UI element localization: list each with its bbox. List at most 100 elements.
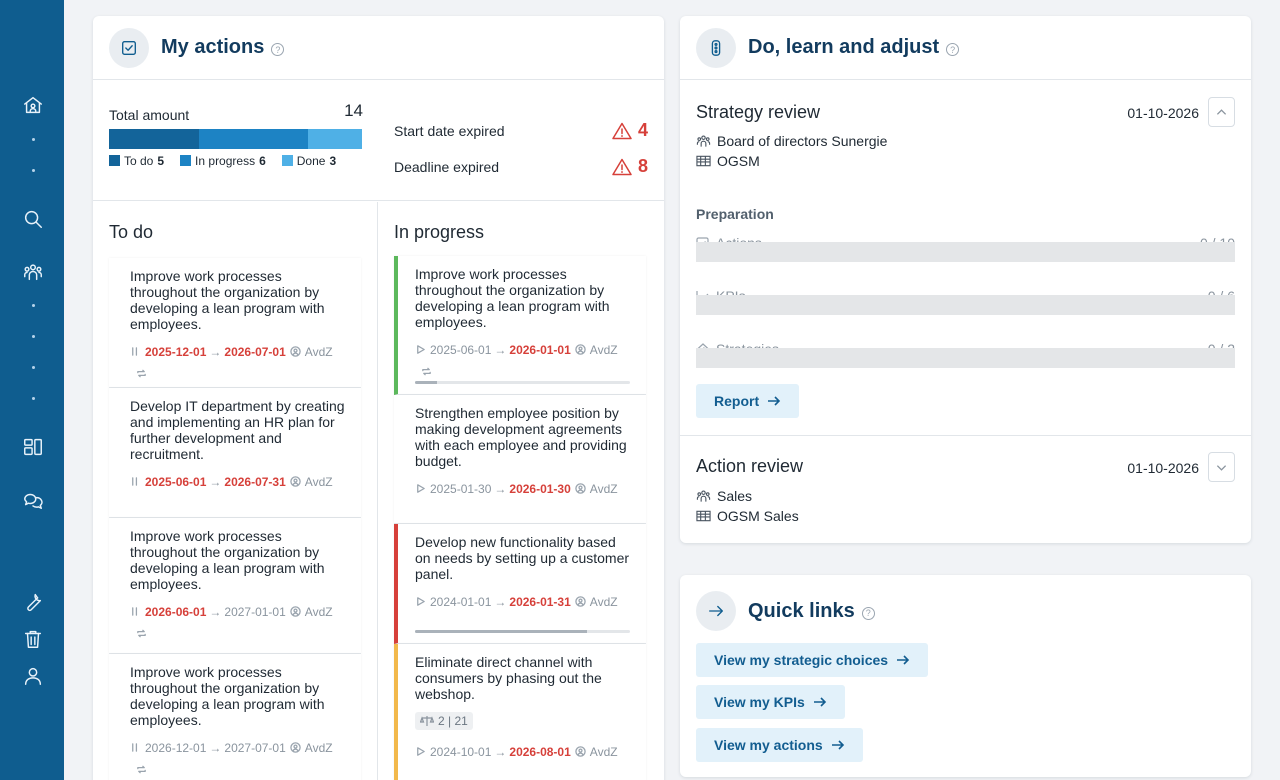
arrow-right-icon: → <box>494 343 507 357</box>
help-icon[interactable]: ? <box>946 43 960 56</box>
task-owner: AvdZ <box>304 605 333 619</box>
scale-icon <box>420 716 434 726</box>
actions-summary: Total amount 14 To do 5 In progress 6 Done 3 … <box>93 80 664 201</box>
deadline-expired-count: 8 <box>637 156 648 176</box>
do-learn-adjust-card: Do, learn and adjust ? Strategy review 0… <box>680 16 1251 543</box>
link-label: View my actions <box>714 737 823 753</box>
task-owner: AvdZ <box>589 482 618 496</box>
total-value: 14 <box>344 101 363 120</box>
action-review-team: Sales <box>696 488 752 504</box>
task-end-date: 2026-07-01 <box>224 345 286 359</box>
quick-links-card: Quick links ? View my strategic choices … <box>680 575 1251 777</box>
status-legend: To do 5 In progress 6 Done 3 <box>109 154 336 168</box>
arrow-right-icon: → <box>494 482 507 496</box>
report-button-label: Report <box>714 393 760 409</box>
deadline-expired-label: Deadline expired <box>394 158 500 175</box>
my-actions-card: My actions ? Total amount 14 To do 5 In pr… <box>93 16 664 780</box>
task-start-date: 2025-06-01 <box>430 343 492 357</box>
arrow-right-icon <box>897 655 910 665</box>
column-divider <box>377 202 378 780</box>
in-progress-column: In progress Improve work processes throu… <box>378 202 664 780</box>
task-badge: 2 | 21 <box>415 712 473 730</box>
start-date-expired-row[interactable]: Start date expired 4 <box>394 120 648 141</box>
link-strategic-choices[interactable]: View my strategic choices <box>696 643 929 677</box>
home-icon[interactable] <box>20 92 46 118</box>
arrow-right-icon: → <box>494 595 507 609</box>
help-icon[interactable]: ? <box>861 606 875 620</box>
user-icon <box>290 602 301 617</box>
people-icon <box>696 135 711 147</box>
task-start-date: 2026-12-01 <box>145 741 207 755</box>
legend-swatch <box>281 155 293 166</box>
collapse-button[interactable] <box>1208 97 1235 127</box>
task-end-date: 2027-01-01 <box>224 605 286 619</box>
wrench-icon[interactable] <box>20 589 46 615</box>
action-review-title[interactable]: Action review <box>696 456 804 476</box>
task-title: Strengthen employee position by making d… <box>415 405 627 469</box>
task-card[interactable]: Develop IT department by creating and im… <box>109 388 361 518</box>
task-card[interactable]: Eliminate direct channel with consumers … <box>394 644 646 780</box>
nav-dot[interactable] <box>32 366 35 369</box>
badge-text: 2 | 21 <box>438 714 468 728</box>
nav-dot[interactable] <box>32 335 35 338</box>
repeat-icon <box>136 624 147 638</box>
report-button[interactable]: Report <box>696 384 800 418</box>
legend-item: To do 5 <box>109 154 164 168</box>
strategy-review-date: 01-10-2026 <box>1127 105 1199 121</box>
link-my-actions[interactable]: View my actions <box>696 728 863 762</box>
strategy-review-title[interactable]: Strategy review <box>696 102 821 122</box>
pause-icon <box>130 738 141 752</box>
table-icon <box>696 510 711 522</box>
warning-icon <box>612 122 632 140</box>
task-card[interactable]: Improve work processes throughout the or… <box>394 256 646 395</box>
layout-icon[interactable] <box>20 434 46 460</box>
legend-item: In progress 6 <box>180 154 266 168</box>
action-review-plan: OGSM Sales <box>696 508 799 524</box>
task-start-date: 2025-06-01 <box>145 475 207 489</box>
expand-button[interactable] <box>1208 452 1235 482</box>
arrow-right-icon <box>831 740 844 750</box>
prep-progress-bar <box>696 295 1235 315</box>
task-card[interactable]: Improve work processes throughout the or… <box>109 518 361 654</box>
chat-icon[interactable] <box>20 487 46 513</box>
user-icon[interactable] <box>20 663 46 689</box>
task-end-date: 2026-01-31 <box>509 595 571 609</box>
user-icon <box>575 592 586 607</box>
repeat-icon <box>136 760 147 774</box>
warning-icon <box>612 158 632 176</box>
nav-dot[interactable] <box>32 169 35 172</box>
deadline-expired-row[interactable]: Deadline expired 8 <box>394 156 648 177</box>
user-icon <box>575 479 586 494</box>
task-meta: 2025-01-30 → 2026-01-30 AvdZ <box>415 478 634 500</box>
user-icon <box>575 340 586 355</box>
nav-dot[interactable] <box>32 397 35 400</box>
task-meta: 2024-10-01 → 2026-08-01 AvdZ <box>415 741 634 763</box>
task-card[interactable]: Develop new functionality based on needs… <box>394 524 646 644</box>
task-start-date: 2024-10-01 <box>430 745 492 759</box>
nav-dot[interactable] <box>32 304 35 307</box>
play-icon <box>415 742 426 756</box>
task-card[interactable]: Improve work processes throughout the or… <box>109 654 361 780</box>
task-card[interactable]: Improve work processes throughout the or… <box>109 258 361 388</box>
task-start-date: 2026-06-01 <box>145 605 207 619</box>
task-owner: AvdZ <box>589 595 618 609</box>
legend-label: To do <box>124 154 154 168</box>
user-icon <box>290 472 301 487</box>
trash-icon[interactable] <box>20 626 46 652</box>
my-actions-title: My actions <box>161 36 265 58</box>
search-icon[interactable] <box>20 206 46 232</box>
help-icon[interactable]: ? <box>271 43 285 56</box>
arrow-right-icon: → <box>209 605 222 619</box>
bar-segment <box>109 129 200 149</box>
nav-dot[interactable] <box>32 138 35 141</box>
task-card[interactable]: Strengthen employee position by making d… <box>394 395 646 524</box>
link-my-kpis[interactable]: View my KPIs <box>696 685 845 719</box>
plan-name: OGSM <box>717 153 760 169</box>
task-start-date: 2025-01-30 <box>430 482 492 496</box>
start-expired-count: 4 <box>637 120 648 140</box>
pause-icon <box>130 602 141 616</box>
total-label: Total amount <box>109 107 190 123</box>
task-owner: AvdZ <box>589 343 618 357</box>
legend-label: In progress <box>195 154 256 168</box>
people-icon[interactable] <box>20 259 46 285</box>
